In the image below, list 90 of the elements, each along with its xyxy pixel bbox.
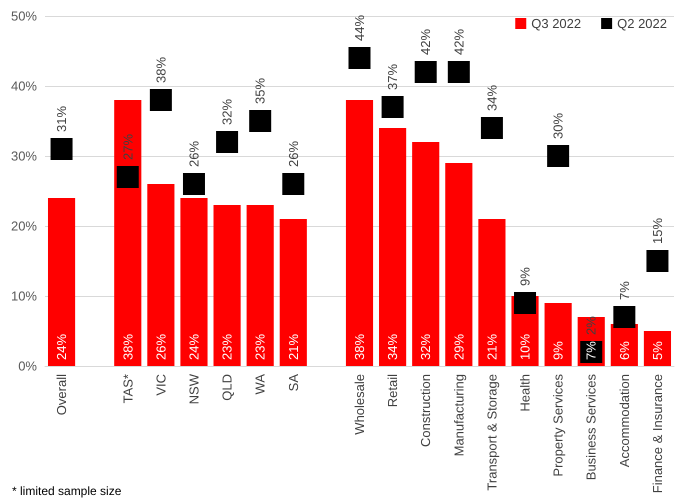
data-label: 30% — [550, 112, 566, 139]
point — [514, 292, 536, 314]
bar — [280, 219, 307, 366]
point — [50, 138, 73, 160]
bar — [644, 331, 672, 366]
data-label: 5% — [650, 340, 665, 360]
data-label: 35% — [252, 78, 268, 104]
data-label: 31% — [54, 106, 70, 132]
data-label: 15% — [650, 218, 665, 244]
x-tick-label: Health — [518, 374, 533, 412]
legend-label: Q2 2022 — [617, 16, 667, 31]
bar — [147, 184, 174, 366]
point — [448, 61, 470, 83]
x-tick-label: VIC — [153, 374, 168, 396]
data-label: 23% — [220, 334, 235, 360]
data-label: 37% — [385, 64, 400, 90]
point — [613, 306, 636, 328]
bar — [544, 303, 572, 366]
data-label: 42% — [418, 28, 434, 55]
y-tick-label: 10% — [10, 288, 38, 304]
x-tick-label: Manufacturing — [451, 374, 466, 456]
data-label: 21% — [286, 334, 301, 360]
x-tick-label: Overall — [54, 374, 70, 416]
x-tick-label: WA — [252, 374, 268, 394]
x-tick-label: Retail — [385, 374, 400, 408]
data-label: 27% — [120, 134, 136, 160]
data-label: 6% — [616, 340, 632, 360]
x-tick-label: Business Services — [584, 374, 599, 480]
bar — [214, 205, 241, 366]
data-label: 9% — [518, 266, 533, 286]
x-tick-label: Construction — [418, 374, 434, 447]
x-tick-label: TAS* — [120, 374, 136, 404]
bar — [478, 219, 506, 366]
legend-label: Q3 2022 — [531, 16, 582, 31]
data-label: 24% — [186, 334, 202, 360]
data-label: 38% — [153, 56, 168, 83]
data-label: 32% — [220, 98, 235, 125]
point — [382, 96, 404, 118]
x-tick-label: Wholesale — [352, 374, 367, 435]
point — [116, 166, 139, 188]
data-label: 9% — [550, 340, 566, 360]
x-tick-label: Accommodation — [616, 374, 632, 468]
point — [182, 173, 205, 195]
x-tick-label: QLD — [220, 374, 235, 401]
data-label: 23% — [252, 334, 268, 360]
y-tick-label: 50% — [10, 8, 38, 24]
bar — [412, 142, 440, 366]
bar — [48, 198, 76, 366]
point — [216, 131, 238, 153]
x-tick-label: Finance & Insurance — [650, 374, 665, 494]
text: * limited sample size — [12, 484, 122, 498]
x-tick-label: SA — [286, 374, 301, 392]
bar — [445, 163, 472, 366]
x-tick-label: Transport & Storage — [484, 374, 500, 491]
data-label: 42% — [451, 28, 466, 55]
point — [646, 250, 668, 272]
y-tick-label: 30% — [10, 148, 38, 164]
bar — [346, 100, 374, 366]
bar — [246, 205, 274, 366]
point — [348, 47, 370, 69]
data-label: 34% — [484, 84, 500, 111]
bar — [114, 100, 142, 366]
data-label: 44% — [352, 14, 367, 41]
bar — [379, 128, 406, 366]
x-tick-label: NSW — [186, 373, 202, 404]
y-tick-label: 40% — [10, 78, 38, 94]
bar — [180, 198, 208, 366]
data-label: 29% — [451, 334, 466, 360]
data-label: 26% — [286, 140, 301, 167]
point — [249, 110, 272, 132]
data-label: 7% — [584, 340, 599, 360]
x-tick-label: Property Services — [550, 374, 566, 477]
data-label: 26% — [186, 140, 202, 167]
data-label: 32% — [418, 334, 434, 360]
data-label: 7% — [616, 280, 632, 300]
y-tick-label: 0% — [18, 358, 38, 374]
y-tick-label: 20% — [10, 218, 38, 234]
point — [414, 61, 437, 83]
data-label: 24% — [54, 334, 70, 360]
data-label: 21% — [484, 334, 500, 360]
point — [282, 173, 304, 195]
data-label: 2% — [584, 316, 599, 335]
point — [547, 145, 570, 167]
data-label: 10% — [518, 334, 533, 360]
point — [480, 117, 503, 139]
data-label: 38% — [120, 334, 136, 360]
data-label: 34% — [385, 334, 400, 360]
data-label: 38% — [352, 334, 367, 360]
data-label: 26% — [153, 334, 168, 360]
point — [150, 89, 172, 111]
